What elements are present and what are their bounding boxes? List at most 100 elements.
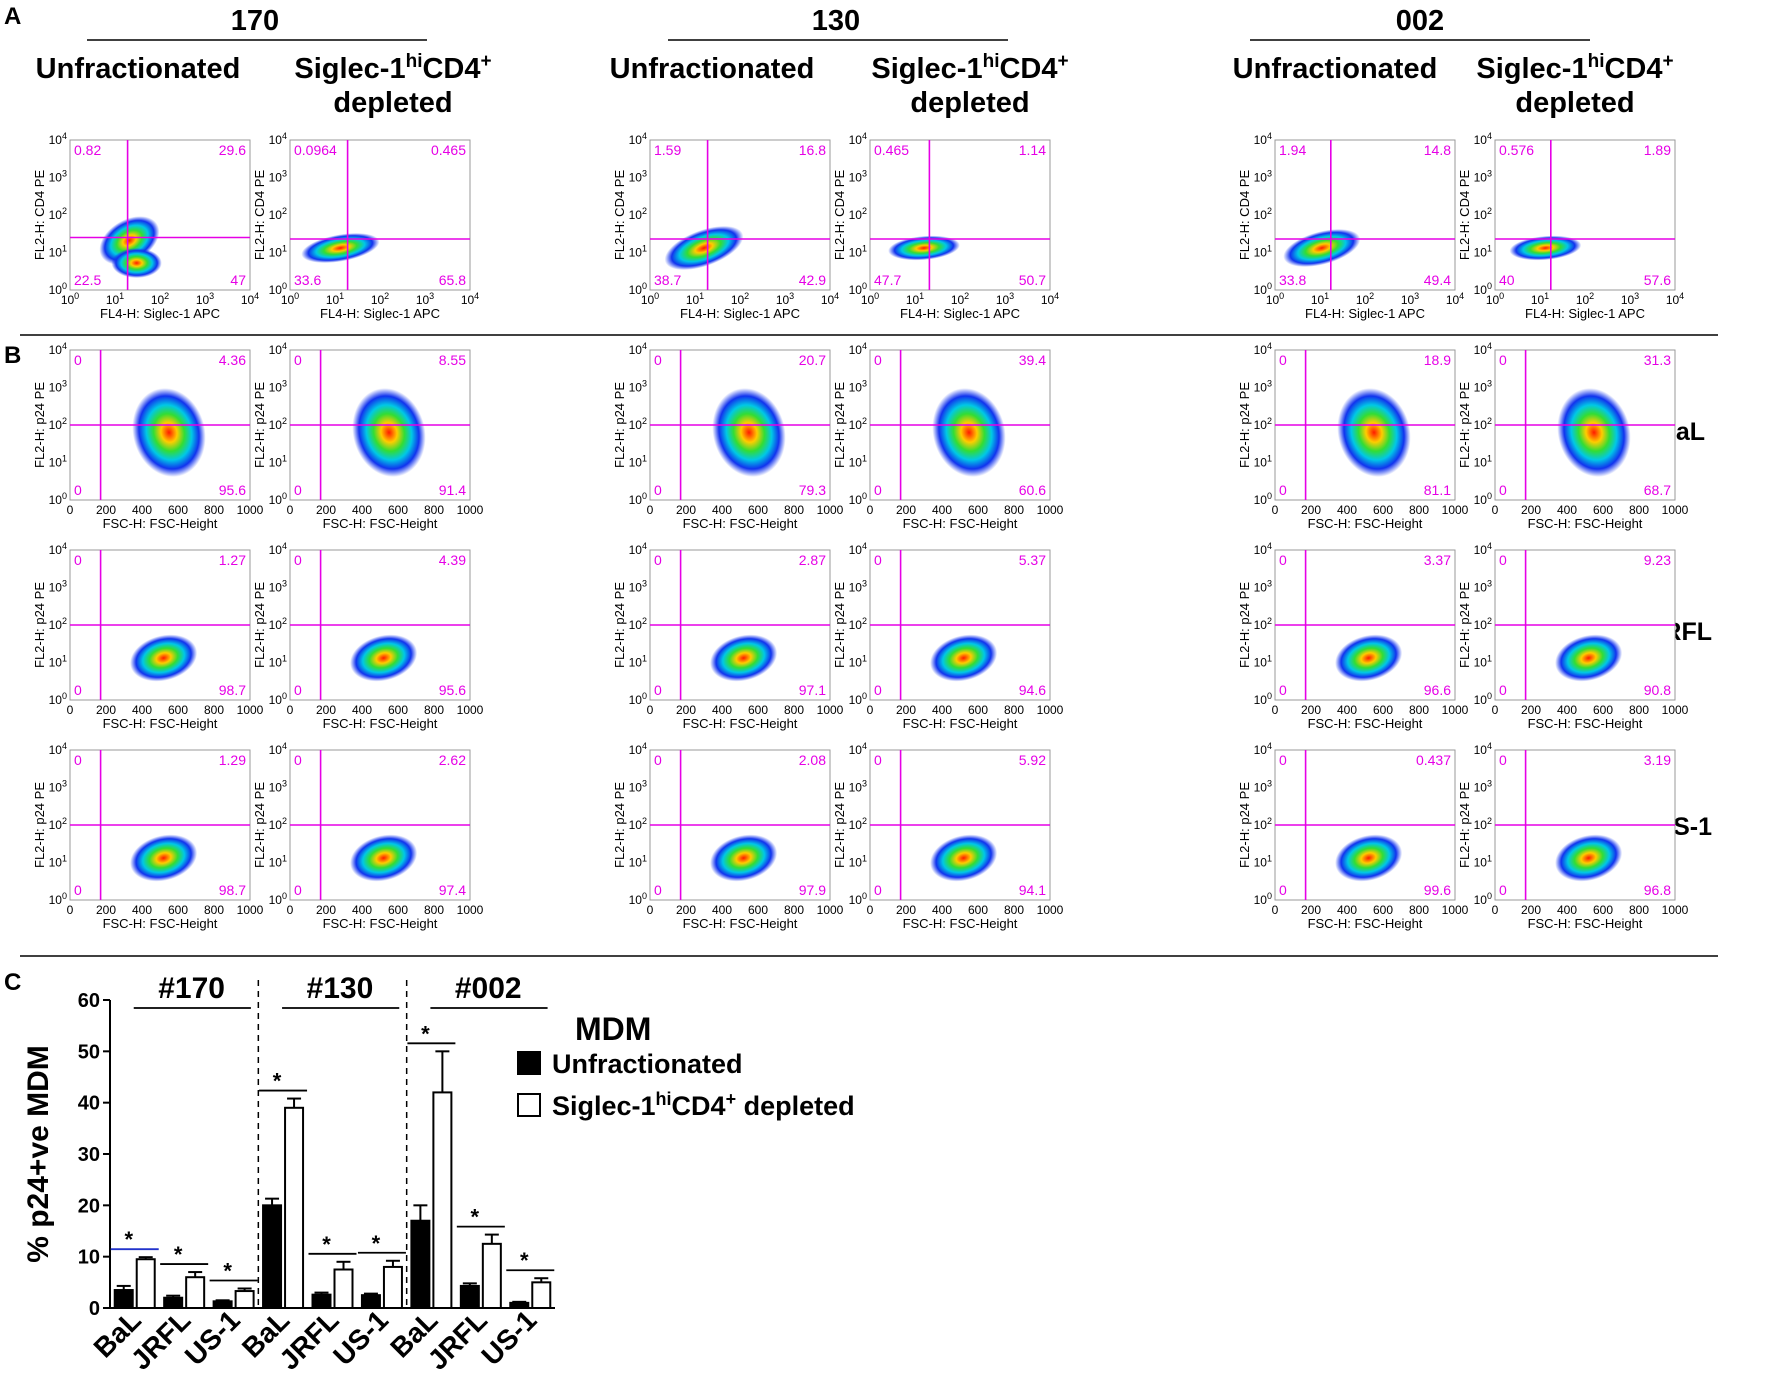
bar-depleted [135,1258,156,1309]
quadrant-lower-left: 0 [294,882,302,898]
x-tick-label: 200 [1301,503,1321,517]
panel-b-plot-us-1-2: 0 2.62 0 97.4 100 101 102 103 104 0 200 400 600 800 10… [252,741,484,931]
quadrant-upper-left: 0 [654,752,662,768]
y-tick-label: 102 [849,206,867,222]
quadrant-upper-left: 0 [654,552,662,568]
x-axis-label: FSC-H: FSC-Height [683,716,798,731]
quadrant-upper-left: 0 [74,752,82,768]
panel-a-header-170: 170 Unfractionated Siglec-1hiCD4+ deplet… [36,5,492,119]
x-tick-label: 400 [1557,703,1577,717]
depleted-label-130: Siglec-1hiCD4+ [871,51,1068,85]
panel-b-plot-bal-5: 0 18.9 0 81.1 100 101 102 103 104 0 200 400 600 800 10… [1237,341,1469,531]
y-tick-label: 103 [849,169,867,185]
quadrant-lower-left: 0 [654,682,662,698]
bar-depleted [284,1106,305,1310]
y-tick-label: 101 [49,454,67,470]
x-axis-label: FL4-H: Siglec-1 APC [320,306,440,321]
y-tick-label: 30 [78,1144,100,1166]
x-tick-label: 100 [861,291,879,307]
y-axis-label: FL2-H: p24 PE [32,782,47,868]
quadrant-upper-right: 2.62 [439,752,466,768]
significance-star: * [174,1242,183,1267]
quadrant-upper-left: 0 [1499,752,1507,768]
y-tick-label: 40 [78,1093,100,1115]
y-tick-label: 101 [1474,244,1492,260]
quadrant-lower-right: 97.4 [439,882,466,898]
y-tick-label: 104 [1474,341,1492,357]
x-tick-label: 200 [96,703,116,717]
y-axis-label: FL2-H: CD4 PE [1237,170,1252,261]
quadrant-lower-left: 0 [294,682,302,698]
x-tick-label: 200 [896,903,916,917]
y-tick-label: 104 [849,741,867,757]
x-axis-label: FSC-H: FSC-Height [103,916,218,931]
y-tick-label: 101 [849,854,867,870]
y-tick-label: 101 [1254,854,1272,870]
x-tick-label: 104 [1041,291,1059,307]
x-tick-label: 200 [676,903,696,917]
y-tick-label: 103 [849,579,867,595]
y-tick-label: 100 [1254,491,1272,507]
y-tick-label: 100 [849,691,867,707]
x-axis-label: FSC-H: FSC-Height [903,516,1018,531]
x-tick-label: 0 [1272,703,1279,717]
y-tick-label: 104 [629,541,647,557]
y-tick-label: 100 [629,891,647,907]
x-tick-label: 600 [1373,703,1393,717]
x-tick-label: 400 [932,903,952,917]
y-axis-label: FL2-H: p24 PE [612,582,627,668]
x-tick-label: 400 [1557,503,1577,517]
panel-b-plot-us-1-1: 0 1.29 0 98.7 100 101 102 103 104 0 200 400 600 800 10… [32,741,264,931]
x-axis-label: FL4-H: Siglec-1 APC [1305,306,1425,321]
x-tick-label: US-1 [179,1304,246,1371]
density-cloud [930,834,998,882]
y-axis-label: FL2-H: p24 PE [32,582,47,668]
x-tick-label: 200 [96,903,116,917]
y-tick-label: 100 [1254,891,1272,907]
y-tick-label: 100 [269,891,287,907]
significance-star: * [223,1258,232,1283]
x-tick-label: 100 [1486,291,1504,307]
x-axis-label: FSC-H: FSC-Height [103,516,218,531]
density-cloud [1335,834,1403,882]
panel-b-plot-us-1-5: 0 0.437 0 99.6 100 101 102 103 104 0 200 400 600 800 1… [1237,741,1469,931]
x-tick-label: 1000 [1442,503,1469,517]
y-tick-label: 100 [49,491,67,507]
x-tick-label: 1000 [1037,503,1064,517]
x-tick-label: 800 [424,503,444,517]
y-tick-label: 102 [269,616,287,632]
y-tick-label: 103 [49,169,67,185]
x-tick-label: 102 [951,291,969,307]
x-axis-label: FL4-H: Siglec-1 APC [1525,306,1645,321]
x-tick-label: 600 [748,703,768,717]
bar-depleted [185,1276,206,1309]
density-cloud [350,634,418,682]
x-tick-label: 800 [204,503,224,517]
x-tick-label: 1000 [1662,503,1689,517]
quadrant-upper-left: 1.59 [654,142,681,158]
density-cloud [1335,634,1403,682]
x-tick-label: 104 [821,291,839,307]
quadrant-upper-left: 0 [874,752,882,768]
x-tick-label: 0 [1492,503,1499,517]
y-tick-label: 103 [1254,779,1272,795]
x-tick-label: 0 [1492,903,1499,917]
x-axis-label: FSC-H: FSC-Height [683,916,798,931]
y-tick-label: 101 [49,244,67,260]
panel-b-plot-jrfl-5: 0 3.37 0 96.6 100 101 102 103 104 0 200 400 600 800 10… [1237,541,1469,731]
y-axis-label: FL2-H: p24 PE [1457,782,1472,868]
y-tick-label: 104 [629,131,647,147]
density-cloud [111,248,162,278]
y-axis-label: FL2-H: CD4 PE [32,170,47,261]
x-tick-label: 100 [1266,291,1284,307]
y-axis-label: FL2-H: p24 PE [1237,382,1252,468]
x-tick-label: 800 [1004,503,1024,517]
y-axis-label: FL2-H: CD4 PE [252,170,267,261]
quadrant-upper-right: 16.8 [799,142,826,158]
x-tick-label: 104 [1666,291,1684,307]
x-axis-label: FSC-H: FSC-Height [903,716,1018,731]
x-tick-label: 800 [204,903,224,917]
x-tick-label: 0 [647,503,654,517]
x-tick-label: 600 [1593,903,1613,917]
y-tick-label: 103 [629,169,647,185]
